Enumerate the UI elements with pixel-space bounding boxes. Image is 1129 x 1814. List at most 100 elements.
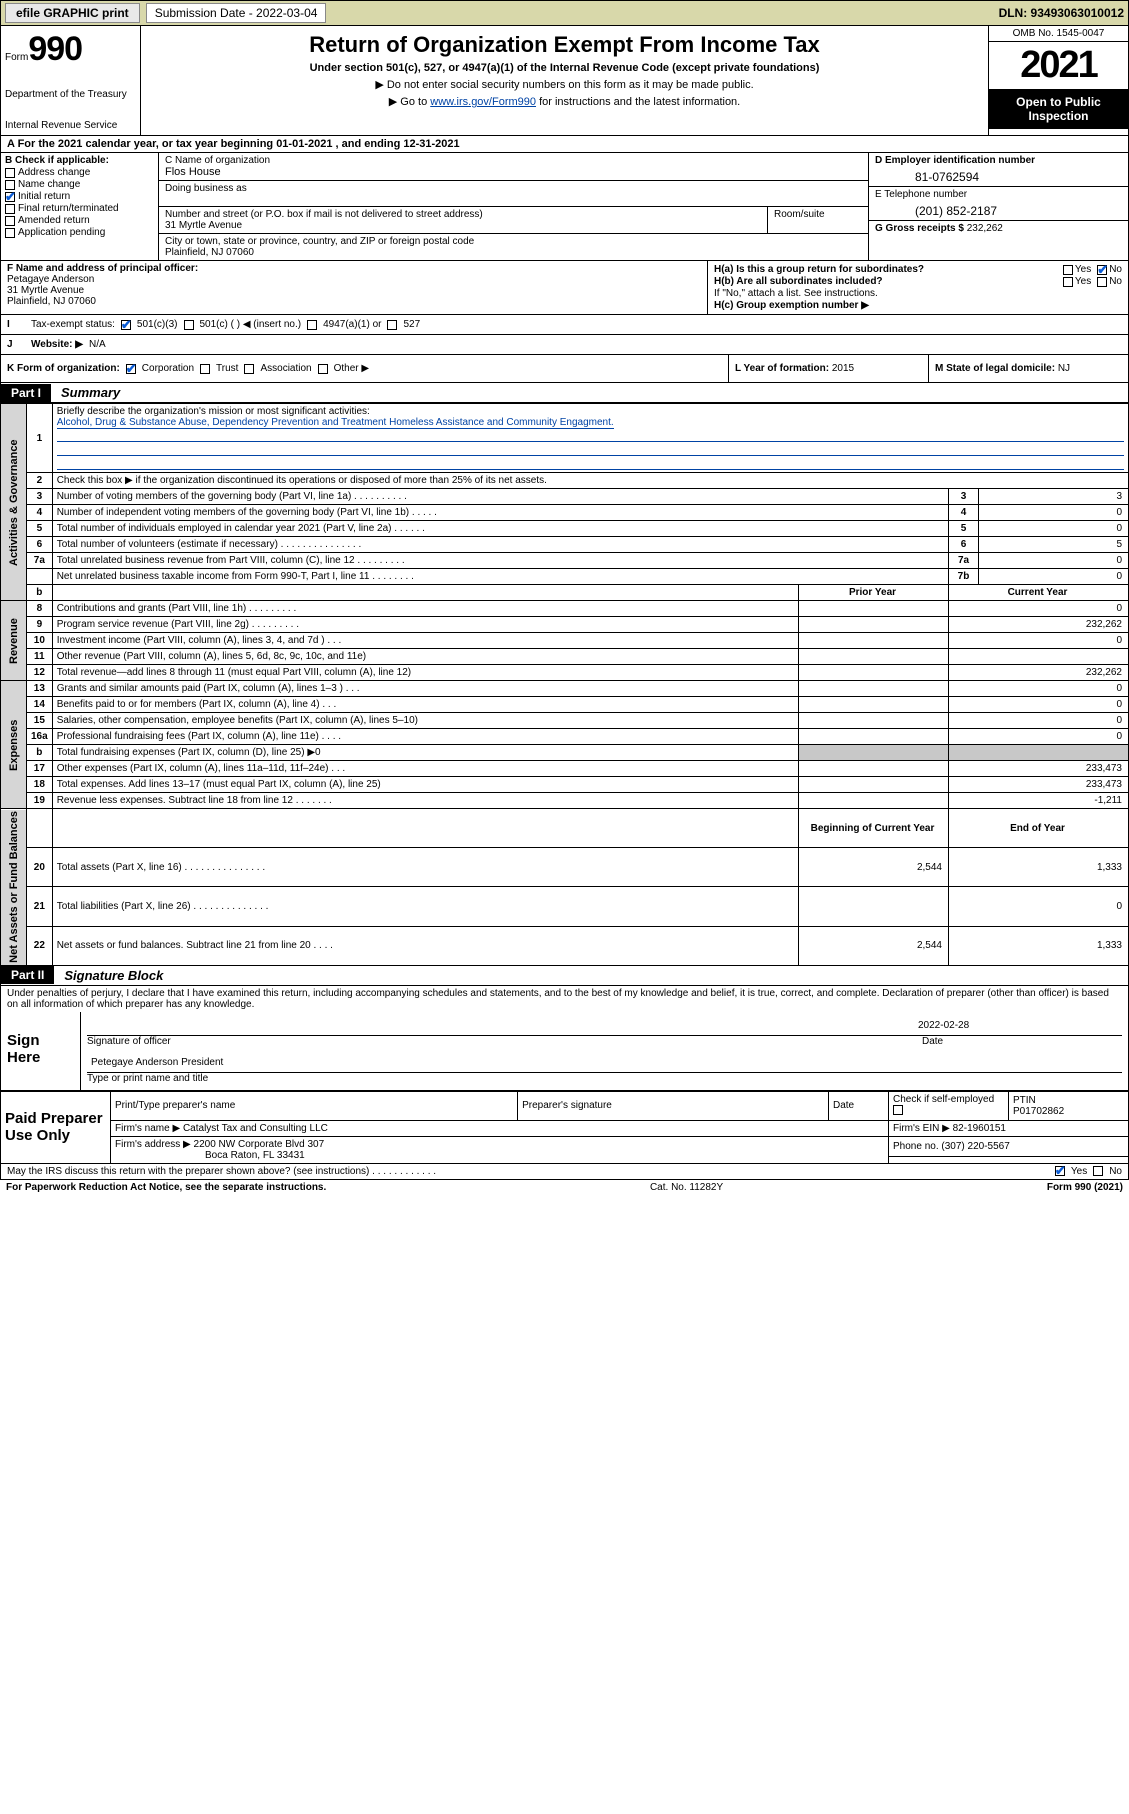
line-18-label: Total expenses. Add lines 13–17 (must eq… bbox=[52, 777, 798, 793]
part1-badge: Part I bbox=[1, 384, 51, 402]
line-4-label: Number of independent voting members of … bbox=[52, 505, 948, 521]
checkbox-hb-no[interactable] bbox=[1097, 277, 1107, 287]
discuss-text: May the IRS discuss this return with the… bbox=[7, 1166, 436, 1177]
line-1-num: 1 bbox=[27, 404, 53, 473]
line-14-cy: 0 bbox=[949, 697, 1129, 713]
firm-name-value: Catalyst Tax and Consulting LLC bbox=[183, 1123, 328, 1134]
part2-header: Part IISignature Block bbox=[0, 966, 1129, 986]
g-gross-label: G Gross receipts $ bbox=[875, 223, 964, 234]
ssn-note: ▶ Do not enter social security numbers o… bbox=[149, 78, 980, 91]
date-label: Date bbox=[922, 1036, 1122, 1047]
line-11-cy bbox=[949, 649, 1129, 665]
sig-date-value: 2022-02-28 bbox=[918, 1020, 1118, 1033]
k-label: K Form of organization: bbox=[7, 363, 120, 374]
line-7a-num: 7a bbox=[27, 553, 53, 569]
line-13-label: Grants and similar amounts paid (Part IX… bbox=[52, 681, 798, 697]
checkbox-amended[interactable] bbox=[5, 216, 15, 226]
line-6-val: 5 bbox=[979, 537, 1129, 553]
part1-title: Summary bbox=[51, 383, 130, 402]
line-20-num: 20 bbox=[27, 848, 53, 887]
line-19-label: Revenue less expenses. Subtract line 18 … bbox=[52, 793, 798, 809]
lbl-501c: 501(c) ( ) ◀ (insert no.) bbox=[200, 319, 302, 330]
print-type-name-label: Print/Type preparer's name bbox=[111, 1091, 518, 1120]
goto-suffix: for instructions and the latest informat… bbox=[536, 96, 740, 108]
submission-date-box: Submission Date - 2022-03-04 bbox=[146, 3, 327, 23]
line-5-box: 5 bbox=[949, 521, 979, 537]
header-mid: Return of Organization Exempt From Incom… bbox=[141, 26, 988, 135]
gross-receipts-value: 232,262 bbox=[967, 223, 1003, 234]
checkbox-ha-no[interactable] bbox=[1097, 265, 1107, 275]
line-4-box: 4 bbox=[949, 505, 979, 521]
line-16b-py bbox=[799, 745, 949, 761]
line-13-num: 13 bbox=[27, 681, 53, 697]
line-7b-val: 0 bbox=[979, 569, 1129, 585]
pra-notice: For Paperwork Reduction Act Notice, see … bbox=[6, 1182, 326, 1193]
checkbox-assoc[interactable] bbox=[244, 364, 254, 374]
line-2-label: Check this box ▶ if the organization dis… bbox=[57, 475, 547, 486]
line-3-num: 3 bbox=[27, 489, 53, 505]
discuss-row: May the IRS discuss this return with the… bbox=[0, 1164, 1129, 1180]
checkbox-hb-yes[interactable] bbox=[1063, 277, 1073, 287]
line-21-label: Total liabilities (Part X, line 26) . . … bbox=[52, 887, 798, 926]
dln-label: DLN: 93493063010012 bbox=[999, 6, 1124, 20]
checkbox-corp[interactable] bbox=[126, 364, 136, 374]
irs-form990-link[interactable]: www.irs.gov/Form990 bbox=[430, 96, 536, 108]
line-16a-num: 16a bbox=[27, 729, 53, 745]
block-fh: F Name and address of principal officer:… bbox=[0, 261, 1129, 315]
line-10-cy: 0 bbox=[949, 633, 1129, 649]
i-letter: I bbox=[7, 319, 25, 330]
line-19-cy: -1,211 bbox=[949, 793, 1129, 809]
line-11-num: 11 bbox=[27, 649, 53, 665]
checkbox-discuss-no[interactable] bbox=[1093, 1166, 1103, 1176]
checkbox-discuss-yes[interactable] bbox=[1055, 1166, 1065, 1176]
city-val: Plainfield, NJ 07060 bbox=[165, 247, 862, 258]
state-domicile: NJ bbox=[1058, 363, 1070, 374]
officer-name-title: Petegaye Anderson President bbox=[91, 1057, 223, 1070]
checkbox-other[interactable] bbox=[318, 364, 328, 374]
line-13-cy: 0 bbox=[949, 681, 1129, 697]
blank-sig bbox=[91, 1020, 918, 1033]
dept-treasury: Department of the Treasury bbox=[5, 89, 136, 100]
block-bcdeg: B Check if applicable: Address change Na… bbox=[0, 153, 1129, 261]
checkbox-501c[interactable] bbox=[184, 320, 194, 330]
lbl-name-change: Name change bbox=[18, 179, 80, 190]
checkbox-527[interactable] bbox=[387, 320, 397, 330]
dba-label: Doing business as bbox=[165, 183, 862, 194]
header-left: Form990 Department of the Treasury Inter… bbox=[1, 26, 141, 135]
line-12-num: 12 bbox=[27, 665, 53, 681]
checkbox-trust[interactable] bbox=[200, 364, 210, 374]
lbl-corp: Corporation bbox=[142, 363, 194, 374]
lbl-501c3: 501(c)(3) bbox=[137, 319, 178, 330]
l-label: L Year of formation: bbox=[735, 363, 829, 374]
d-ein-cell: D Employer identification number 81-0762… bbox=[869, 153, 1128, 187]
line-20-label: Total assets (Part X, line 16) . . . . .… bbox=[52, 848, 798, 887]
line-12-cy: 232,262 bbox=[949, 665, 1129, 681]
line-17-cy: 233,473 bbox=[949, 761, 1129, 777]
summary-table: Activities & Governance 1 Briefly descri… bbox=[0, 403, 1129, 966]
checkbox-ha-yes[interactable] bbox=[1063, 265, 1073, 275]
line-7a-box: 7a bbox=[949, 553, 979, 569]
sig-officer-label: Signature of officer bbox=[87, 1036, 922, 1047]
line-5-val: 0 bbox=[979, 521, 1129, 537]
lbl-yes: Yes bbox=[1075, 264, 1091, 275]
lbl-527: 527 bbox=[403, 319, 420, 330]
line-20-cy: 1,333 bbox=[949, 848, 1129, 887]
lbl-final-return: Final return/terminated bbox=[18, 203, 119, 214]
checkbox-final-return[interactable] bbox=[5, 204, 15, 214]
checkbox-app-pending[interactable] bbox=[5, 228, 15, 238]
checkbox-initial-return[interactable] bbox=[5, 192, 15, 202]
line-7b-label: Net unrelated business taxable income fr… bbox=[52, 569, 948, 585]
firm-ein-label: Firm's EIN ▶ bbox=[893, 1123, 950, 1134]
d-ein-label: D Employer identification number bbox=[875, 155, 1122, 166]
lbl-other: Other ▶ bbox=[334, 363, 369, 374]
checkbox-address-change[interactable] bbox=[5, 168, 15, 178]
checkbox-self-employed[interactable] bbox=[893, 1105, 903, 1115]
lbl-amended: Amended return bbox=[18, 215, 90, 226]
col-b-checkboxes: B Check if applicable: Address change Na… bbox=[1, 153, 159, 260]
form-title: Return of Organization Exempt From Incom… bbox=[149, 32, 980, 58]
checkbox-501c3[interactable] bbox=[121, 320, 131, 330]
form-subtitle: Under section 501(c), 527, or 4947(a)(1)… bbox=[149, 62, 980, 74]
line-22-label: Net assets or fund balances. Subtract li… bbox=[52, 926, 798, 965]
checkbox-4947a1[interactable] bbox=[307, 320, 317, 330]
efile-graphic-print-button[interactable]: efile GRAPHIC print bbox=[5, 3, 140, 23]
